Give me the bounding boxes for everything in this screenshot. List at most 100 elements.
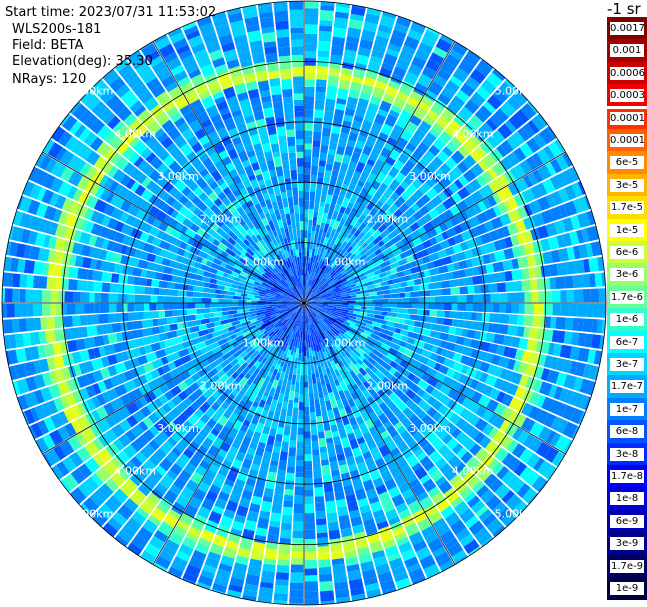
range-gate-cell	[292, 303, 301, 305]
range-gate-cell	[277, 306, 285, 309]
range-gate-cell	[289, 306, 295, 310]
range-gate-cell	[148, 439, 160, 451]
range-gate-cell	[24, 347, 33, 361]
range-gate-cell	[525, 376, 537, 390]
range-gate-cell	[260, 409, 269, 420]
range-gate-cell	[24, 391, 39, 408]
range-gate-cell	[95, 212, 106, 225]
range-gate-cell	[176, 44, 191, 55]
range-gate-cell	[182, 340, 194, 349]
range-gate-cell	[416, 334, 424, 341]
range-gate-cell	[304, 539, 316, 545]
range-gate-cell	[411, 147, 425, 161]
range-gate-cell	[287, 303, 293, 305]
range-gate-cell	[214, 574, 230, 587]
range-gate-cell	[216, 568, 231, 579]
range-gate-cell	[412, 251, 425, 261]
range-gate-cell	[231, 520, 245, 532]
range-gate-cell	[427, 486, 441, 498]
range-gate-cell	[226, 95, 239, 108]
range-gate-cell	[333, 573, 348, 584]
range-gate-cell	[340, 437, 351, 449]
range-gate-cell	[338, 332, 348, 341]
range-gate-cell	[458, 58, 475, 75]
range-gate-cell	[318, 314, 325, 319]
range-gate-cell	[185, 532, 199, 543]
range-gate-cell	[288, 308, 297, 316]
range-gate-cell	[568, 166, 580, 182]
range-gate-cell	[327, 261, 333, 269]
range-gate-cell	[187, 440, 200, 454]
range-gate-cell	[344, 216, 353, 227]
range-gate-cell	[223, 117, 234, 126]
range-gate-cell	[355, 300, 365, 303]
range-gate-cell	[506, 358, 516, 371]
range-gate-cell	[195, 313, 205, 320]
range-gate-cell	[304, 324, 306, 334]
range-gate-cell	[401, 80, 415, 91]
range-gate-cell	[396, 137, 409, 149]
range-gate-cell	[494, 403, 507, 417]
range-gate-cell	[214, 64, 229, 76]
range-gate-cell	[206, 395, 217, 407]
range-gate-cell	[423, 460, 435, 472]
range-gate-cell	[46, 400, 58, 415]
range-gate-cell	[351, 423, 360, 431]
range-gate-cell	[468, 546, 481, 556]
range-gate-cell	[372, 432, 383, 444]
range-gate-cell	[294, 243, 299, 250]
range-gate-cell	[62, 456, 77, 473]
range-gate-cell	[71, 351, 83, 364]
range-gate-cell	[447, 119, 462, 134]
range-gate-cell	[395, 57, 411, 71]
range-gate-cell	[236, 355, 243, 362]
range-gate-cell	[496, 344, 506, 356]
range-gate-cell	[311, 313, 318, 321]
range-gate-cell	[129, 167, 143, 181]
range-gate-cell	[182, 537, 197, 550]
range-ring-label: 3.00km	[409, 422, 451, 435]
range-gate-cell	[362, 225, 371, 235]
range-gate-cell	[140, 222, 153, 234]
range-gate-cell	[188, 392, 199, 403]
range-gate-cell	[479, 341, 491, 352]
range-gate-cell	[257, 517, 269, 530]
range-gate-cell	[382, 539, 397, 550]
range-gate-cell	[312, 383, 318, 393]
range-gate-cell	[287, 297, 295, 300]
range-gate-cell	[339, 340, 345, 346]
range-gate-cell	[53, 355, 65, 369]
range-gate-cell	[306, 285, 309, 292]
range-gate-cell	[175, 167, 187, 179]
range-gate-cell	[72, 229, 83, 242]
range-gate-cell	[347, 500, 359, 512]
range-gate-cell	[281, 279, 289, 287]
range-gate-cell	[413, 106, 428, 121]
range-gate-cell	[319, 25, 333, 32]
range-gate-cell	[423, 114, 436, 127]
range-gate-cell	[258, 6, 273, 14]
range-gate-cell	[29, 331, 41, 346]
range-gate-cell	[443, 450, 456, 462]
range-gate-cell	[382, 11, 397, 19]
range-gate-cell	[298, 190, 304, 198]
range-gate-cell	[295, 304, 302, 311]
range-gate-cell	[233, 562, 248, 573]
range-gate-cell	[237, 91, 249, 102]
range-gate-cell	[268, 331, 275, 337]
range-gate-cell	[396, 412, 407, 422]
range-gate-cell	[54, 224, 68, 238]
range-gate-cell	[484, 207, 497, 220]
range-gate-cell	[269, 258, 278, 269]
range-gate-cell	[455, 431, 469, 445]
range-gate-cell	[374, 515, 387, 525]
range-gate-cell	[198, 329, 209, 337]
range-gate-cell	[311, 286, 317, 294]
range-gate-cell	[182, 264, 192, 273]
range-gate-cell	[463, 320, 473, 329]
range-gate-cell	[331, 36, 346, 48]
range-gate-cell	[227, 355, 236, 363]
range-gate-cell	[342, 212, 349, 220]
range-gate-cell	[231, 570, 246, 580]
range-gate-cell	[382, 255, 390, 262]
